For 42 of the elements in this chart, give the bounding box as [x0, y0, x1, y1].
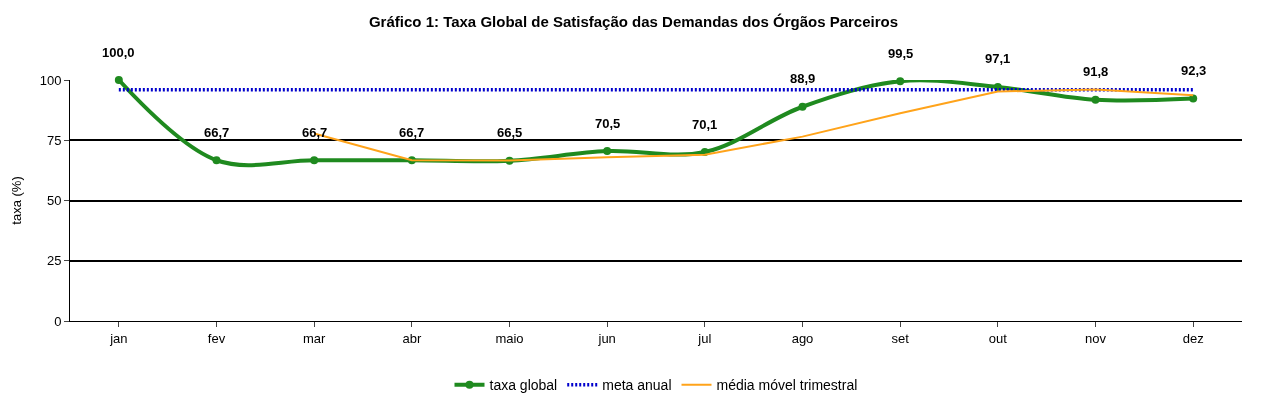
legend-label: meta anual — [602, 377, 672, 394]
data-label: 88,9 — [790, 71, 816, 86]
y-tick-label: 0 — [54, 313, 62, 329]
x-tick-label: out — [988, 330, 1008, 346]
y-tick-label: 50 — [46, 193, 62, 209]
data-label: 66,7 — [204, 125, 230, 140]
y-tick-label: 25 — [46, 253, 62, 269]
point — [798, 102, 807, 111]
data-label: 91,8 — [1083, 64, 1109, 79]
data-label: 66,7 — [399, 125, 425, 140]
data-label: 70,1 — [692, 117, 718, 132]
y-tick-label: 75 — [46, 132, 62, 148]
x-tick-label: abr — [402, 330, 422, 346]
point — [1091, 95, 1100, 104]
data-label: 66,5 — [497, 125, 523, 140]
point — [896, 77, 905, 86]
point — [603, 147, 612, 156]
data-label: 70,5 — [595, 116, 621, 131]
point — [310, 156, 319, 165]
x-tick-label: mar — [302, 330, 327, 346]
data-label: 92,3 — [1181, 63, 1207, 78]
x-tick-label: maio — [495, 330, 524, 346]
point — [114, 76, 123, 84]
data-label: 99,5 — [888, 46, 914, 61]
x-tick-label: fev — [207, 330, 226, 346]
y-tick-label: 100 — [39, 72, 62, 88]
x-tick-label: dez — [1182, 330, 1204, 346]
point — [212, 156, 221, 165]
x-tick-label: nov — [1085, 330, 1107, 346]
x-tick-label: ago — [791, 330, 814, 346]
point — [1189, 94, 1198, 103]
x-tick-label: set — [891, 330, 910, 346]
legend-label: média móvel trimestral — [716, 377, 858, 394]
data-label: 66,7 — [302, 125, 328, 140]
chart-title: Gráfico 1: Taxa Global de Satisfação das Demandas dos Órgãos Parceiros — [368, 13, 899, 31]
y-axis-title: taxa (%) — [8, 176, 24, 225]
x-tick-label: jun — [597, 330, 616, 346]
x-tick-label: jan — [109, 330, 128, 346]
data-label: 97,1 — [985, 51, 1011, 66]
x-tick-label: jul — [697, 330, 712, 346]
data-label: 100,0 — [102, 45, 135, 60]
legend-label: taxa global — [489, 377, 558, 394]
